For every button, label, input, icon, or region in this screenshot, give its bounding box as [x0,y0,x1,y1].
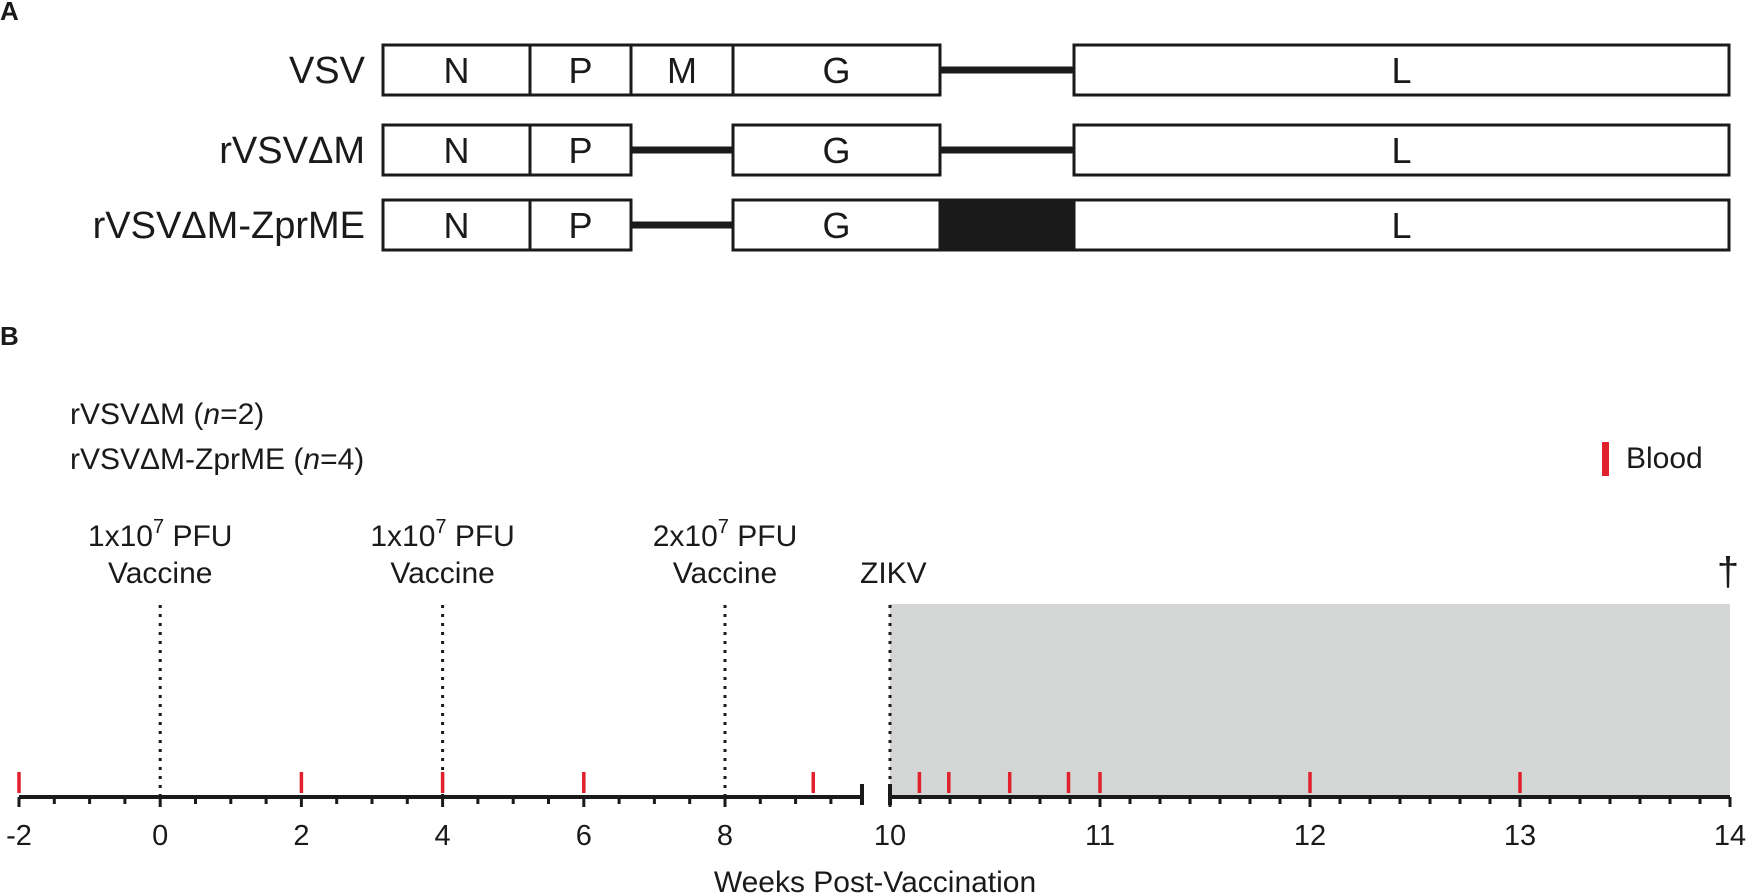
gene-block [381,198,633,252]
gene-block [381,43,942,97]
gene-label-g: G [822,130,850,171]
vaccine-label: Vaccine [673,557,778,590]
gene-label-n: N [444,130,470,171]
axis-tick-label: 8 [717,820,733,852]
legend-blood-label: Blood [1626,442,1703,475]
group-2-label: rVSVΔM-ZprME (n=4) [70,443,364,476]
group-1-label: rVSVΔM (n=2) [70,398,264,431]
gene-label-l: L [1391,205,1411,246]
legend-blood-swatch [1602,442,1609,476]
axis-title: Weeks Post-Vaccination [714,866,1036,896]
insert-zprme-fill [938,198,1076,252]
gene-label-l: L [1391,50,1411,91]
panel-b-letter: B [0,321,19,351]
gene-label-g: G [822,205,850,246]
gene-label-p: P [568,50,592,91]
gene-label-g: G [822,50,850,91]
vaccine-dose-label: 1x107 PFU [370,516,515,553]
gene-block [1072,43,1731,97]
panel-a-letter: A [0,0,19,26]
gene-label-n: N [444,205,470,246]
construct-label: VSV [289,50,366,92]
axis-tick-label: -2 [6,820,32,852]
gene-label-n: N [444,50,470,91]
axis-tick-label: 4 [435,820,451,852]
axis-tick-label: 14 [1714,820,1746,852]
challenge-label: ZIKV [860,557,927,590]
timeline: 1x107 PFU Vaccine 1x107 PFU Vaccine 2x107 PF… [6,516,1746,896]
axis-tick-label: 6 [576,820,592,852]
vaccine-dose-label: 1x107 PFU [88,516,233,553]
post-challenge-region [890,604,1730,797]
gene-label-l: L [1391,130,1411,171]
axis-tick-label: 11 [1085,820,1115,852]
axis-tick-label: 0 [152,820,168,852]
vaccine-label: Vaccine [390,557,495,590]
gene-label-zprme: ZprME [953,205,1061,246]
legend: Blood [1602,442,1703,476]
axis-tick-label: 10 [874,820,906,852]
axis-tick-label: 13 [1504,820,1536,852]
axis-tick-label: 12 [1294,820,1326,852]
vaccine-label: Vaccine [108,557,213,590]
gene-label-p: P [568,130,592,171]
axis-tick-label: 2 [293,820,309,852]
gene-block [1072,123,1731,177]
gene-label-m: M [667,50,697,91]
endpoint-dagger: † [1717,550,1739,594]
construct-label: rVSVΔM [219,130,365,172]
gene-block [731,198,1731,252]
vaccine-dose-label: 2x107 PFU [653,516,798,553]
gene-block [381,123,633,177]
gene-label-p: P [568,205,592,246]
construct-label: rVSVΔM-ZprME [93,205,365,247]
